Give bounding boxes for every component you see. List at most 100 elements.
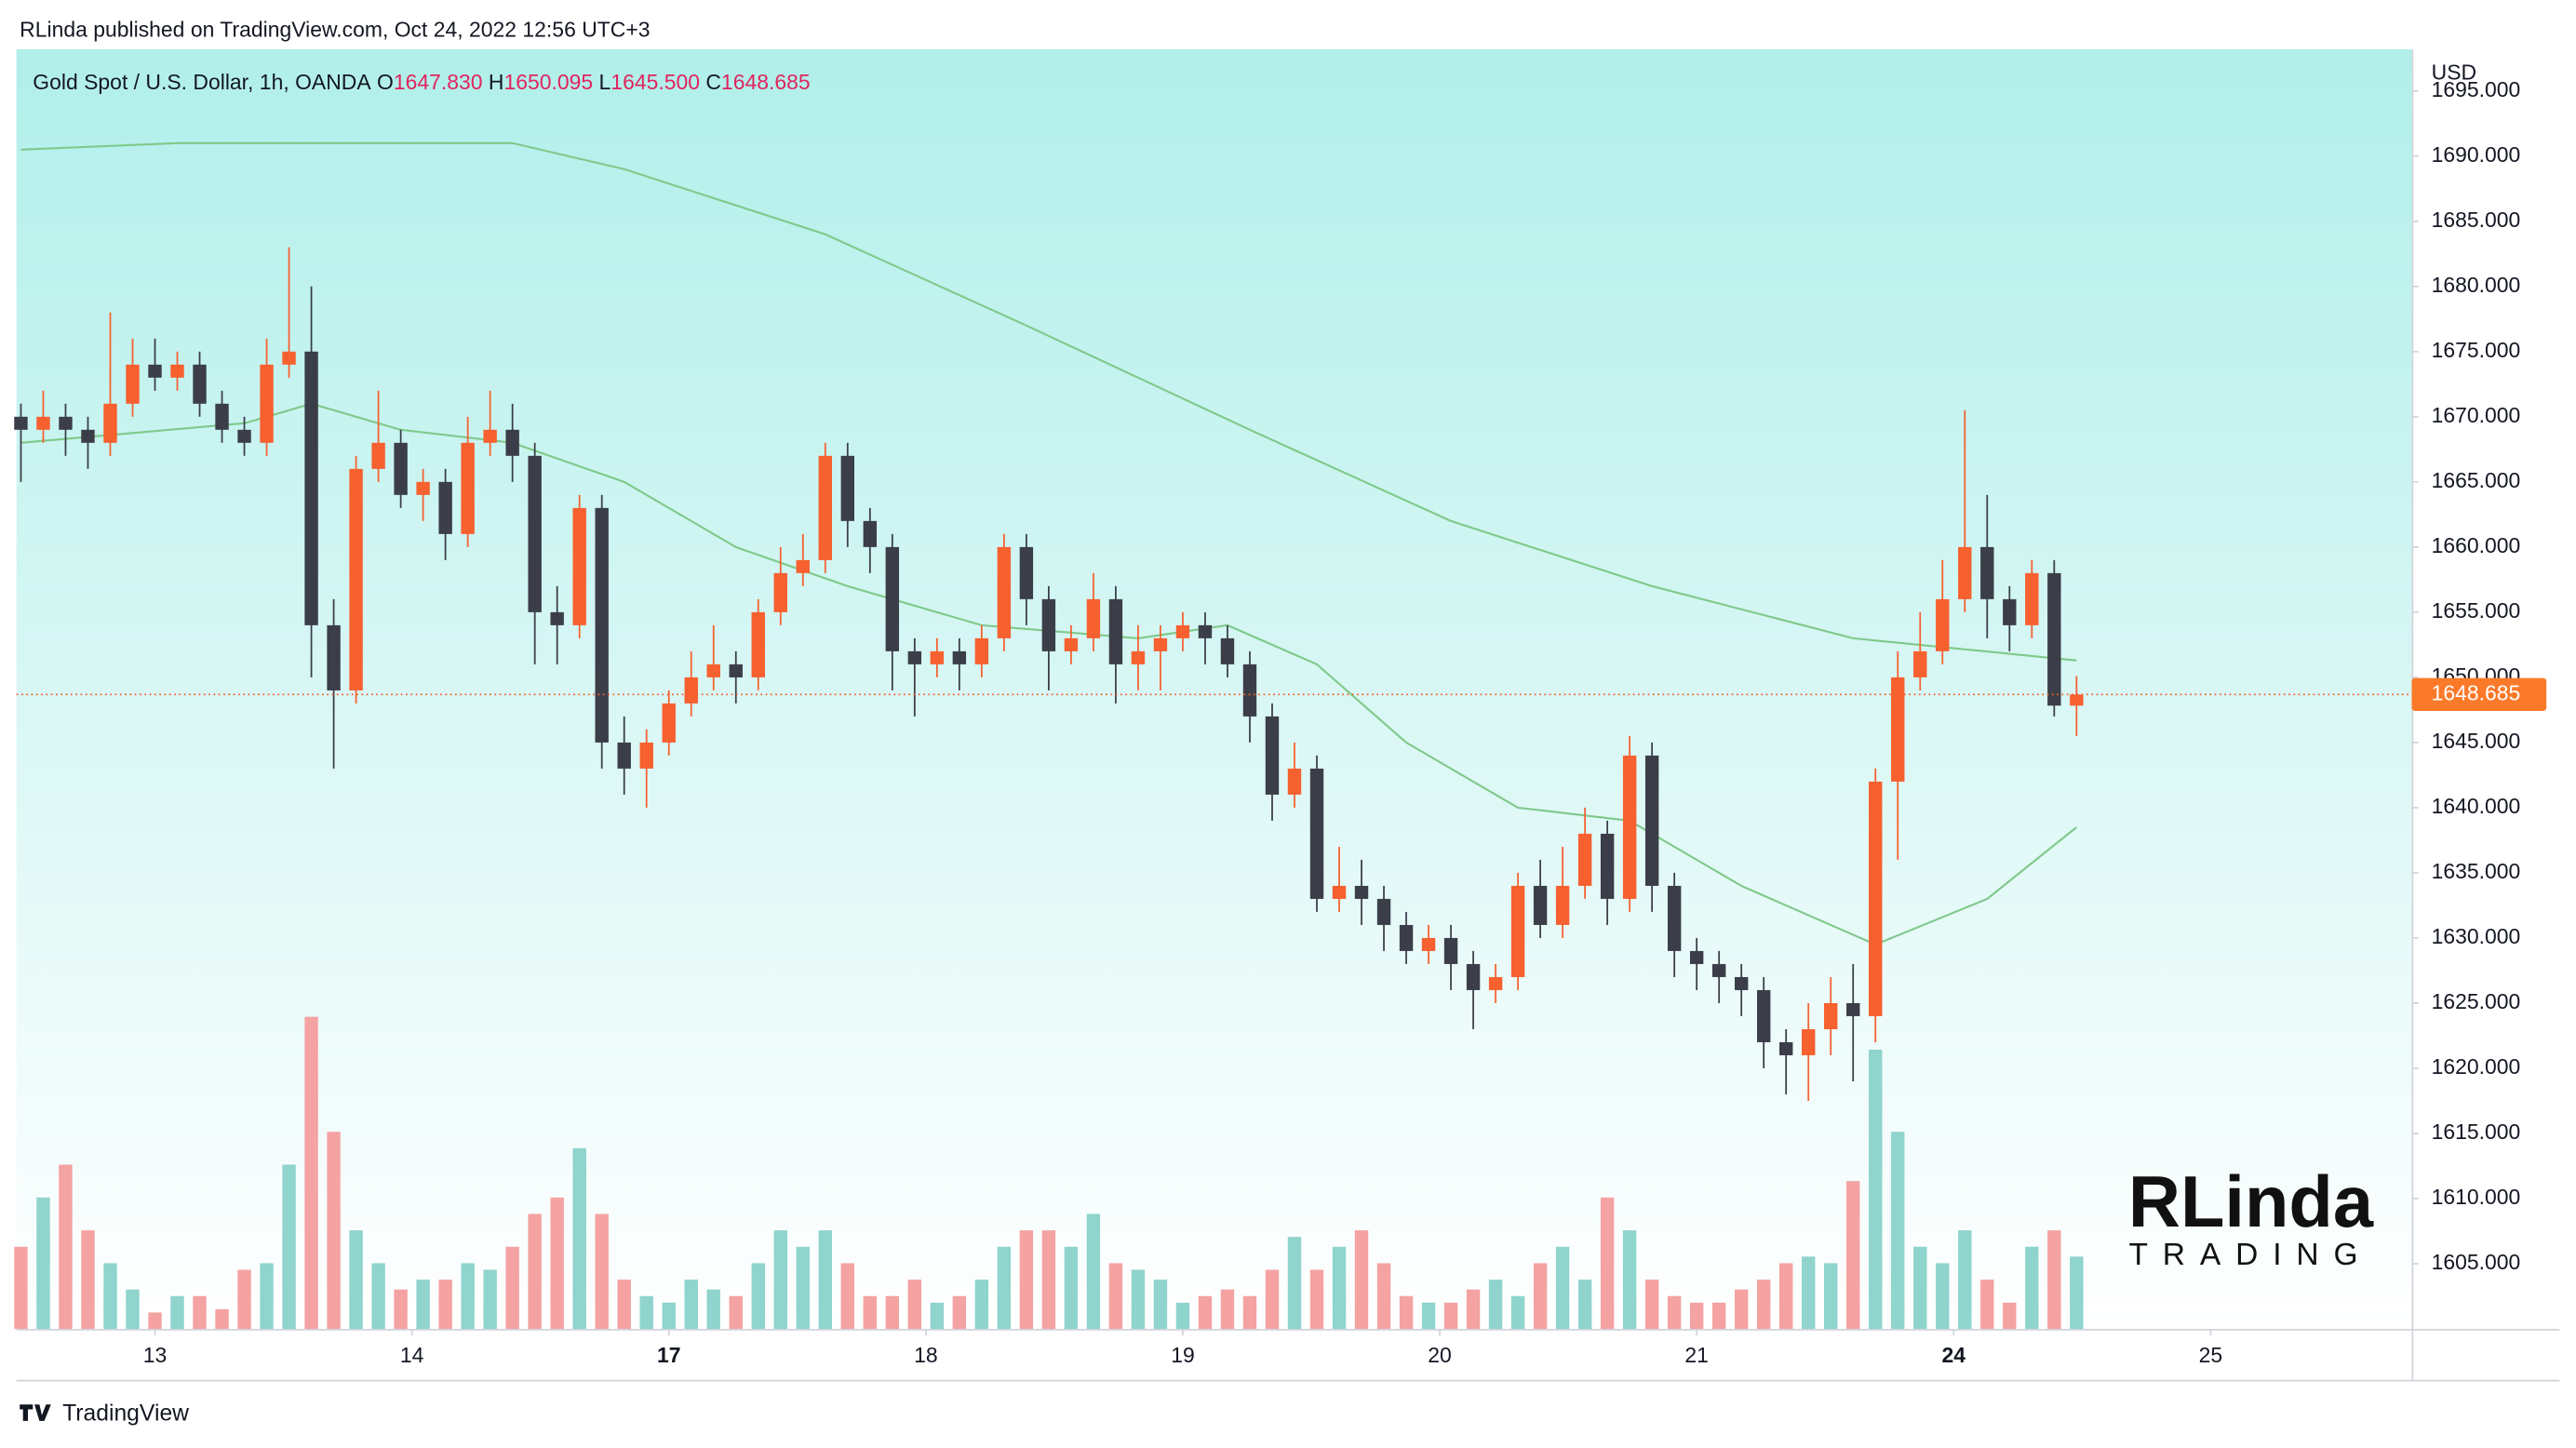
y-tick-label: 1605.000	[2432, 1250, 2521, 1274]
candle-body	[1421, 937, 1436, 951]
volume-bar	[1577, 1280, 1592, 1330]
candle-body	[1600, 833, 1615, 899]
volume-bar	[304, 1016, 318, 1330]
y-tick-label: 1695.000	[2432, 77, 2521, 101]
volume-bar	[1756, 1280, 1771, 1330]
candle-body	[215, 403, 229, 430]
volume-bar	[863, 1295, 878, 1330]
candle-body	[1108, 598, 1123, 664]
candle-body	[885, 546, 900, 651]
y-tick-label: 1680.000	[2432, 273, 2521, 297]
y-tick-label: 1620.000	[2432, 1054, 2521, 1079]
volume-bar	[885, 1295, 900, 1330]
y-tick-label: 1665.000	[2432, 468, 2521, 492]
y-tick-label: 1690.000	[2432, 142, 2521, 167]
candle-body	[14, 416, 28, 430]
candle-body	[1779, 1041, 1793, 1055]
volume-bar	[550, 1197, 564, 1330]
volume-bar	[1622, 1230, 1637, 1330]
candle-body	[59, 416, 73, 430]
candle-body	[1846, 1002, 1860, 1016]
ohlc-value: 1648.685	[721, 70, 811, 94]
candle-body	[2070, 694, 2084, 706]
volume-bar	[1332, 1246, 1347, 1330]
watermark: RLinda TRADING	[2128, 1162, 2374, 1272]
volume-bar	[1802, 1256, 1816, 1330]
candle-body	[617, 742, 631, 769]
ohlc-key: O	[377, 70, 394, 94]
volume-bar	[818, 1230, 832, 1330]
volume-bar	[103, 1263, 117, 1330]
volume-bar	[148, 1312, 162, 1330]
footer-brand: TradingView	[62, 1401, 189, 1426]
volume-bar	[1869, 1049, 1883, 1330]
volume-bar	[729, 1295, 743, 1330]
candle-body	[1466, 963, 1481, 990]
candle-body	[148, 364, 162, 378]
volume-bar	[1153, 1280, 1168, 1330]
volume-bar	[126, 1289, 140, 1330]
volume-bar	[371, 1263, 385, 1330]
y-tick-label: 1615.000	[2432, 1120, 2521, 1144]
watermark-name: RLinda	[2128, 1162, 2374, 1242]
candle-body	[1354, 885, 1369, 899]
volume-bar	[1913, 1246, 1927, 1330]
candle-body	[1242, 664, 1257, 717]
legend-header: Gold Spot / U.S. Dollar, 1h, OANDA O1647…	[33, 70, 810, 94]
candle-body	[818, 455, 832, 560]
volume-bar	[1510, 1295, 1525, 1330]
candle-body	[1332, 885, 1347, 899]
footer-logo: TradingView	[20, 1401, 189, 1426]
volume-bar	[2047, 1230, 2061, 1330]
volume-bar	[394, 1289, 408, 1330]
volume-bar	[1667, 1295, 1682, 1330]
y-tick-label: 1675.000	[2432, 338, 2521, 362]
candle-body	[1131, 650, 1146, 664]
volume-bar	[1376, 1263, 1391, 1330]
volume-bar	[595, 1213, 609, 1330]
candle-body	[304, 351, 318, 625]
candle-body	[282, 351, 296, 365]
x-tick-label: 18	[914, 1343, 938, 1367]
volume-bar	[1041, 1230, 1056, 1330]
candle-body	[1824, 1002, 1838, 1029]
candle-body	[1265, 716, 1280, 795]
x-tick-label: 24	[1942, 1343, 1966, 1367]
y-tick-label: 1610.000	[2432, 1185, 2521, 1209]
volume-bar	[260, 1263, 274, 1330]
candle-body	[1622, 755, 1637, 899]
candle-body	[327, 624, 341, 690]
volume-bar	[1131, 1269, 1146, 1330]
candle-body	[595, 507, 609, 743]
candle-body	[1399, 924, 1414, 951]
volume-bar	[1399, 1295, 1414, 1330]
candle-body	[706, 664, 720, 677]
candle-body	[997, 546, 1012, 638]
x-tick-label: 21	[1684, 1343, 1709, 1367]
watermark-subtitle: TRADING	[2128, 1238, 2372, 1272]
candle-body	[974, 637, 989, 664]
volume-bar	[237, 1269, 251, 1330]
candle-body	[483, 429, 497, 443]
candle-body	[1734, 976, 1749, 990]
x-tick-label: 17	[657, 1343, 681, 1367]
volume-bar	[170, 1295, 184, 1330]
y-tick-label: 1685.000	[2432, 208, 2521, 232]
volume-bar	[751, 1263, 765, 1330]
volume-bar	[1175, 1302, 1190, 1330]
volume-bar	[1198, 1295, 1213, 1330]
candle-body	[1488, 976, 1503, 990]
volume-bar	[2003, 1302, 2017, 1330]
volume-bar	[706, 1289, 720, 1330]
candle-body	[729, 664, 743, 677]
volume-bar	[1265, 1269, 1280, 1330]
candle-body	[1287, 768, 1302, 795]
volume-bar	[997, 1246, 1012, 1330]
volume-bar	[2070, 1256, 2084, 1330]
candle-body	[1376, 898, 1391, 925]
volume-bar	[974, 1280, 989, 1330]
volume-bar	[461, 1263, 475, 1330]
volume-bar	[1958, 1230, 1972, 1330]
candle-body	[1689, 950, 1704, 964]
